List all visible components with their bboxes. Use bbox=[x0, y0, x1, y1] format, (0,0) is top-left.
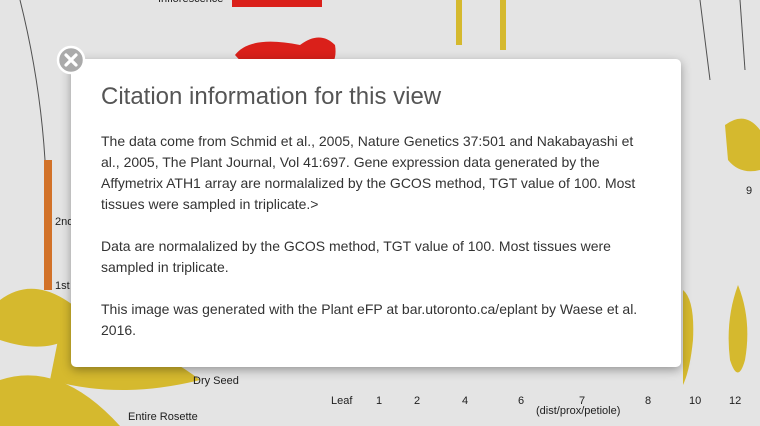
tissue-label: 8 bbox=[645, 395, 651, 407]
tissue-label: 12 bbox=[729, 395, 741, 407]
tissue bbox=[725, 118, 760, 172]
citation-text: This image was generated with the Plant … bbox=[101, 301, 638, 338]
tissue-label: 4 bbox=[462, 395, 468, 407]
tissue-label: Inflorescence bbox=[158, 0, 223, 5]
citation-modal: Citation information for this view The d… bbox=[71, 59, 681, 367]
modal-title: Citation information for this view bbox=[101, 83, 442, 110]
tissue-label: (dist/prox/petiole) bbox=[536, 405, 620, 417]
tissue bbox=[728, 285, 748, 373]
tissue-label: 7 bbox=[579, 395, 585, 407]
tissue bbox=[683, 290, 694, 385]
tissue-label: 1st bbox=[55, 280, 70, 292]
tissue bbox=[232, 0, 322, 7]
tissue bbox=[456, 0, 462, 45]
tissue-label: 1 bbox=[376, 395, 382, 407]
citation-text: The data come from Schmid et al., 2005, … bbox=[101, 133, 636, 212]
stem bbox=[699, 0, 711, 81]
tissue bbox=[44, 160, 52, 290]
citation-text: Data are normalalized by the GCOS method… bbox=[101, 238, 611, 275]
tissue-label: 2 bbox=[414, 395, 420, 407]
tissue bbox=[500, 0, 506, 50]
tissue-label: Dry Seed bbox=[193, 375, 239, 387]
tissue-label: 2nd bbox=[55, 216, 73, 228]
tissue-label: Entire Rosette bbox=[128, 411, 198, 423]
stem bbox=[739, 0, 746, 71]
stem bbox=[19, 0, 46, 161]
tissue-label: 9 bbox=[746, 185, 752, 197]
tissue-label: 6 bbox=[518, 395, 524, 407]
tissue-label: Leaf bbox=[331, 395, 353, 407]
close-button[interactable] bbox=[56, 45, 86, 75]
tissue-label: 10 bbox=[689, 395, 701, 407]
tissue bbox=[0, 375, 120, 426]
